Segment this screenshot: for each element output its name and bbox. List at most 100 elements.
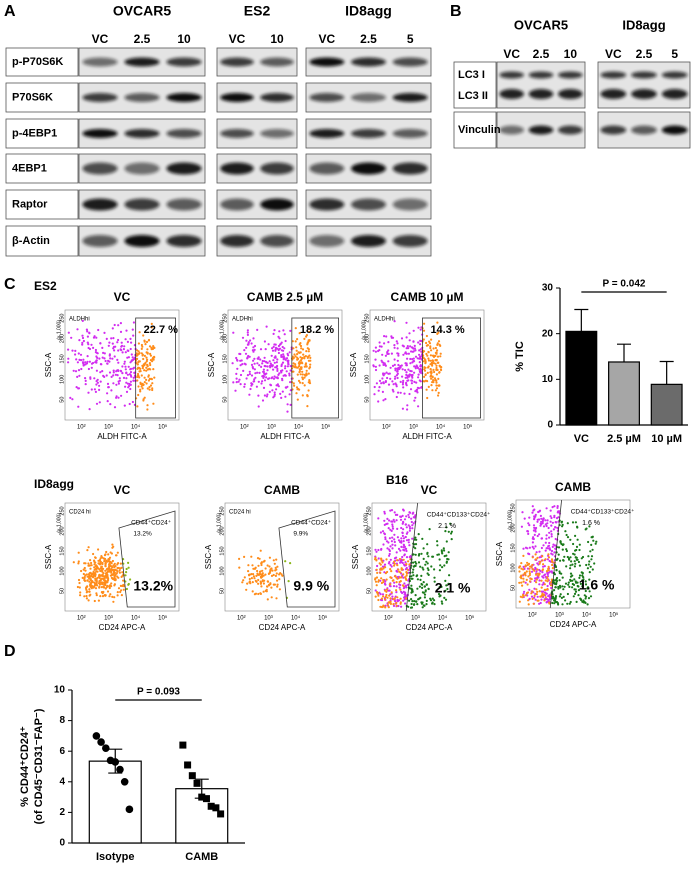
event-dot (410, 388, 412, 390)
x-tick-label: 10² (77, 425, 86, 431)
event-dot (430, 384, 432, 386)
event-dot (435, 347, 437, 349)
event-dot (402, 383, 404, 385)
event-dot (562, 577, 564, 579)
event-dot (439, 345, 441, 347)
event-dot (409, 345, 411, 347)
event-dot (108, 361, 110, 363)
event-dot (263, 371, 265, 373)
event-dot (410, 585, 412, 587)
event-dot (427, 588, 429, 590)
event-dot (522, 555, 524, 557)
event-dot (95, 349, 97, 351)
event-dot (541, 537, 543, 539)
blot-band (393, 93, 428, 102)
event-dot (254, 372, 256, 374)
event-dot (262, 580, 264, 582)
event-dot (429, 598, 431, 600)
event-dot (570, 573, 572, 575)
y-tick-label: 50 (510, 585, 516, 591)
event-dot (267, 564, 269, 566)
event-dot (108, 567, 110, 569)
event-dot (266, 393, 268, 395)
error-bar (660, 362, 674, 385)
event-dot (382, 566, 384, 568)
event-dot (105, 563, 107, 565)
blot-band (82, 58, 117, 67)
event-dot (273, 395, 275, 397)
event-dot (102, 568, 104, 570)
event-dot (145, 367, 147, 369)
event-dot (273, 574, 275, 576)
event-dot (423, 323, 425, 325)
event-dot (97, 352, 99, 354)
event-dot (552, 522, 554, 524)
event-dot (553, 551, 555, 553)
y-tick-label: 250 (59, 506, 65, 515)
event-dot (256, 362, 258, 364)
blot-band (499, 72, 524, 79)
data-point (97, 738, 105, 746)
event-dot (402, 354, 404, 356)
event-dot (88, 588, 90, 590)
event-dot (435, 384, 437, 386)
event-dot (393, 519, 395, 521)
event-dot (540, 518, 542, 520)
event-dot (102, 595, 104, 597)
event-dot (106, 363, 108, 365)
event-dot (396, 374, 398, 376)
event-dot (406, 404, 408, 406)
event-dot (569, 564, 571, 566)
y-tick-label: 6 (59, 746, 65, 757)
event-dot (523, 581, 525, 583)
event-dot (592, 549, 594, 551)
event-dot (106, 374, 108, 376)
event-dot (111, 358, 113, 360)
event-dot (396, 396, 398, 398)
event-dot (403, 540, 405, 542)
event-dot (418, 533, 420, 535)
event-dot (403, 585, 405, 587)
event-dot (149, 368, 151, 370)
event-dot (426, 345, 428, 347)
event-dot (405, 364, 407, 366)
event-dot (393, 383, 395, 385)
event-dot (542, 544, 544, 546)
event-dot (77, 406, 79, 408)
event-dot (544, 573, 546, 575)
event-dot (96, 565, 98, 567)
event-dot (408, 332, 410, 334)
event-dot (559, 540, 561, 542)
event-dot (251, 342, 253, 344)
event-dot (402, 345, 404, 347)
event-dot (415, 356, 417, 358)
event-dot (141, 344, 143, 346)
event-dot (522, 594, 524, 596)
event-dot (267, 378, 269, 380)
event-dot (100, 557, 102, 559)
event-dot (375, 581, 377, 583)
event-dot (538, 583, 540, 585)
blot-band (600, 89, 626, 99)
event-dot (265, 376, 267, 378)
event-dot (377, 599, 379, 601)
event-dot (561, 603, 563, 605)
event-dot (298, 362, 300, 364)
event-dot (533, 518, 535, 520)
blot-band (351, 235, 386, 247)
event-dot (577, 559, 579, 561)
event-dot (527, 599, 529, 601)
lane-label: VC (92, 32, 109, 46)
event-dot (397, 369, 399, 371)
event-dot (439, 569, 441, 571)
event-dot (446, 562, 448, 564)
event-dot (149, 345, 151, 347)
x-tick-label: 10⁵ (158, 424, 168, 431)
blot-band (309, 163, 344, 175)
event-dot (277, 383, 279, 385)
event-dot (396, 342, 398, 344)
event-dot (308, 360, 310, 362)
event-dot (377, 593, 379, 595)
event-dot (545, 596, 547, 598)
blot-band (309, 199, 344, 211)
